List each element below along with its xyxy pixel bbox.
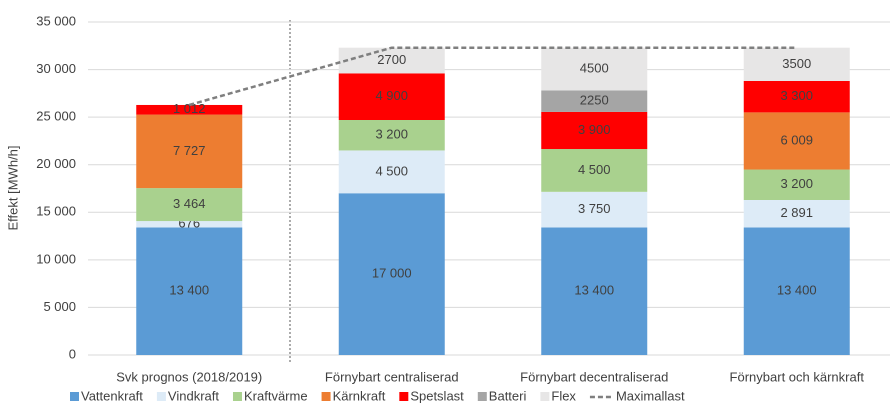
max-line: [188, 46, 797, 107]
bar-segment: [136, 188, 243, 222]
legend-swatch: [156, 392, 166, 401]
bar-segment: [338, 73, 445, 120]
legend-label: Vindkraft: [168, 388, 219, 403]
bar-segment: [338, 119, 445, 151]
value-label: 1 012: [173, 101, 206, 116]
bar-segment: [541, 90, 648, 112]
value-label: 6 009: [780, 132, 813, 147]
legend-swatch: [321, 392, 331, 401]
bar-segment: [136, 227, 243, 355]
legend-label: Maximallast: [616, 388, 685, 403]
bar-segment: [743, 112, 850, 170]
bar-segment: [541, 47, 648, 91]
value-label: 13 400: [777, 283, 817, 298]
legend-swatch: [232, 392, 242, 401]
bar-segment: [743, 227, 850, 355]
bar-segment: [338, 193, 445, 355]
bar-segment: [743, 47, 850, 81]
bar-segment: [743, 80, 850, 113]
value-label: 4500: [580, 61, 609, 76]
y-tick-label: 30 000: [36, 61, 76, 76]
value-label: 3 300: [780, 88, 813, 103]
value-label: 3500: [782, 56, 811, 71]
value-label: 3 200: [780, 176, 813, 191]
value-label: 2250: [580, 93, 609, 108]
value-label: 3 900: [578, 122, 611, 137]
value-label: 4 500: [375, 163, 408, 178]
legend-swatch: [477, 392, 487, 401]
x-tick-label: Svk prognos (2018/2019): [116, 369, 262, 384]
bar-segment: [136, 114, 243, 189]
bar-segment: [541, 191, 648, 228]
y-tick-label: 5 000: [43, 299, 76, 314]
value-label: 3 750: [578, 201, 611, 216]
value-label: 13 400: [169, 283, 209, 298]
value-label: 3 200: [375, 127, 408, 142]
y-tick-label: 0: [69, 346, 76, 361]
bar-segment: [541, 149, 648, 192]
legend-label: Kärnkraft: [333, 388, 386, 403]
value-label: 4 900: [375, 88, 408, 103]
y-axis-label: Effekt [MWh/h]: [5, 145, 20, 230]
bar-segment: [136, 104, 243, 115]
bar-segment: [743, 200, 850, 228]
bar-segment: [541, 227, 648, 355]
value-label: 17 000: [372, 266, 412, 281]
legend-label: Batteri: [489, 388, 527, 403]
y-tick-label: 35 000: [36, 13, 76, 28]
y-tick-label: 25 000: [36, 109, 76, 124]
legend-swatch: [399, 392, 409, 401]
y-tick-label: 10 000: [36, 251, 76, 266]
value-label: 2 891: [780, 205, 813, 220]
legend-swatch: [70, 392, 79, 401]
x-tick-label: Förnybart och kärnkraft: [730, 369, 865, 384]
y-tick-label: 15 000: [36, 204, 76, 219]
bar-segment: [338, 47, 445, 74]
x-tick-label: Förnybart decentraliserad: [520, 369, 668, 384]
value-label: 4 500: [578, 162, 611, 177]
legend-label: Vattenkraft: [81, 388, 143, 403]
value-label: 3 464: [173, 196, 206, 211]
legend-label: Flex: [551, 388, 576, 403]
bar-segment: [541, 111, 648, 150]
y-tick-label: 20 000: [36, 156, 76, 171]
legend-swatch: [540, 392, 550, 401]
legend-label: Kraftvärme: [244, 388, 308, 403]
value-label: 2700: [377, 52, 406, 67]
bar-segment: [338, 150, 445, 194]
value-label: 13 400: [574, 283, 614, 298]
bar-segment: [136, 221, 243, 228]
x-tick-label: Förnybart centraliserad: [325, 369, 459, 384]
value-label: 7 727: [173, 143, 206, 158]
legend-label: Spetslast: [410, 388, 464, 403]
bar-segment: [743, 169, 850, 201]
